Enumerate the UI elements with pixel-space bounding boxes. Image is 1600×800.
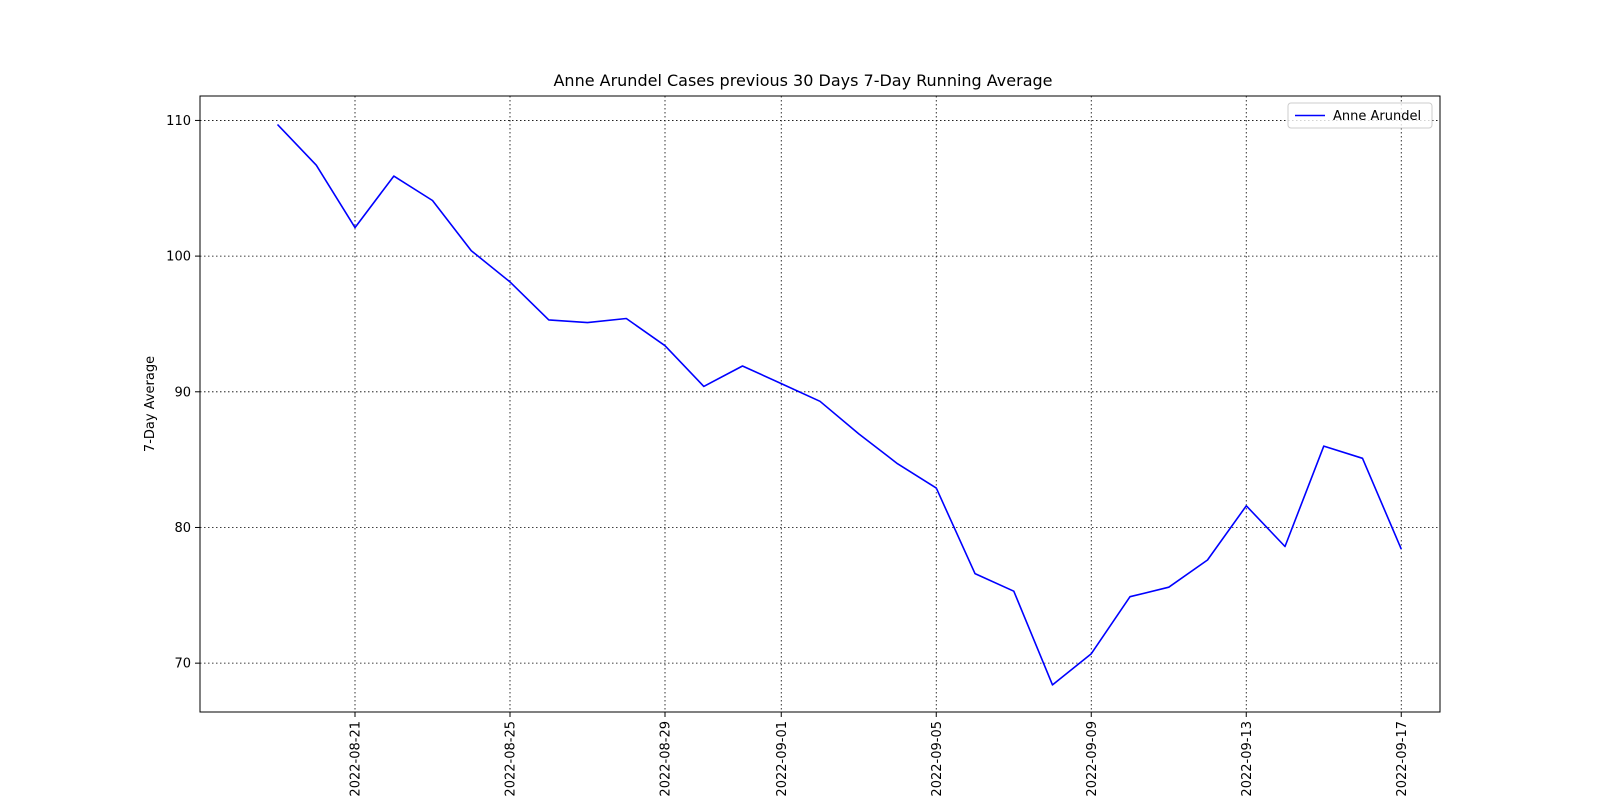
y-axis-label: 7-Day Average (143, 356, 158, 452)
x-tick-label: 2022-09-13 (1240, 721, 1255, 797)
y-tick-label: 70 (174, 657, 191, 672)
plot-frame (199, 95, 1441, 713)
axis-ticks: 70 80 90 100 110 2022-08-21 2022-08-25 2022-08-… (166, 114, 1410, 797)
series-line (276, 123, 1403, 686)
x-tick-label: 2022-08-29 (659, 721, 674, 797)
x-tick-label: 2022-08-21 (349, 721, 364, 797)
legend: Anne Arundel (1287, 102, 1433, 129)
y-tick-label: 80 (174, 521, 191, 536)
x-tick-label: 2022-09-09 (1085, 721, 1100, 797)
plot-area (200, 96, 1440, 712)
x-tick-label: 2022-09-17 (1395, 721, 1410, 797)
legend-label: Anne Arundel (1333, 109, 1421, 124)
x-tick-label: 2022-09-05 (930, 721, 945, 797)
y-tick-label: 110 (166, 114, 191, 129)
y-tick-label: 90 (174, 385, 191, 400)
y-tick-label: 100 (166, 250, 191, 265)
chart-title: Anne Arundel Cases previous 30 Days 7-Da… (553, 71, 1052, 90)
legend-box (1287, 102, 1433, 129)
x-tick-label: 2022-08-25 (504, 721, 519, 797)
x-tick-label: 2022-09-01 (775, 721, 790, 797)
series-layer (276, 123, 1403, 686)
grid-lines (200, 96, 1440, 712)
